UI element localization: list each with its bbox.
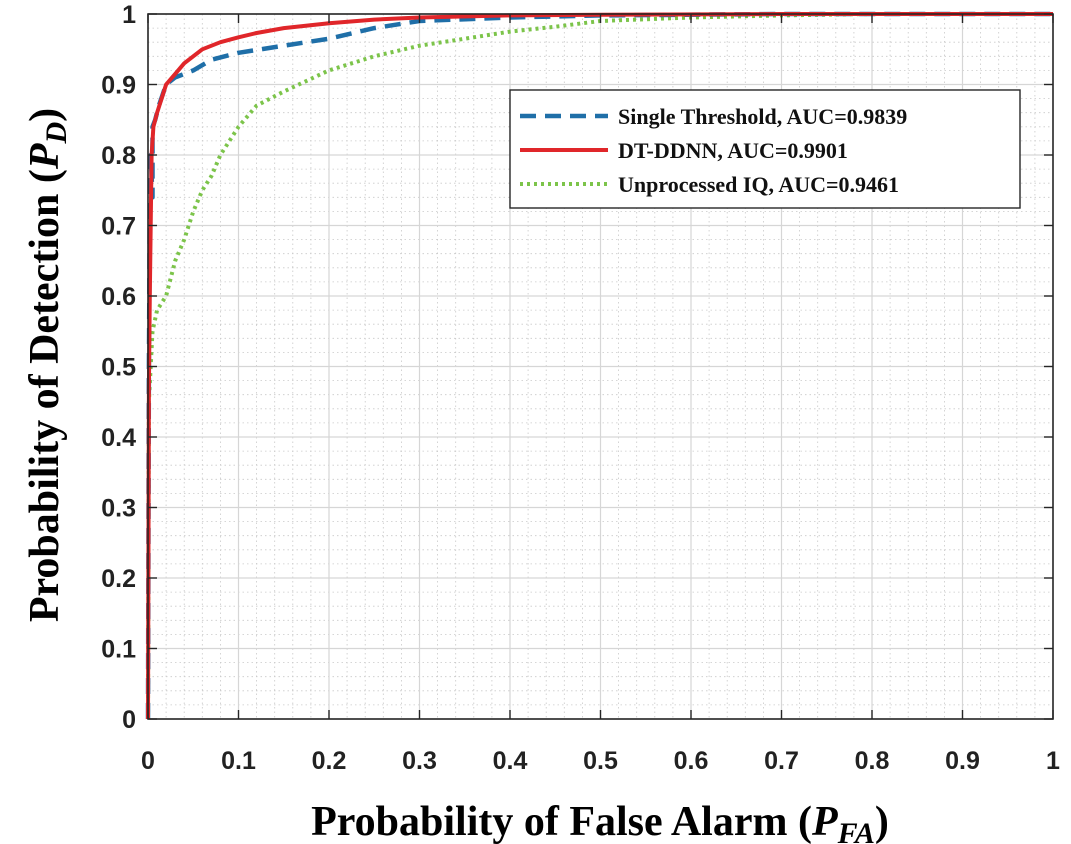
series-layer [145, 11, 1053, 720]
legend-label-1: DT-DDNN, AUC=0.9901 [618, 138, 848, 163]
y-tick-label: 0.2 [101, 565, 136, 593]
x-tick-labels: 0 0.1 0.2 0.3 0.4 0.5 0.6 0.7 0.8 0.9 1 [141, 747, 1060, 775]
y-axis-title: Probability of Detection (PD) [22, 108, 73, 622]
x-tick-label: 0.1 [221, 747, 256, 775]
x-tick-label: 0.4 [493, 747, 528, 775]
y-tick-label: 0.4 [101, 424, 136, 452]
x-tick-label: 0 [141, 747, 155, 775]
y-tick-label: 1 [122, 1, 136, 29]
legend-label-2: Unprocessed IQ, AUC=0.9461 [618, 172, 899, 197]
x-tick-label: 0.3 [402, 747, 437, 775]
x-tick-label: 0.5 [583, 747, 618, 775]
y-tick-label: 0.7 [101, 213, 136, 241]
y-tick-labels: 0 0.1 0.2 0.3 0.4 0.5 0.6 0.7 0.8 0.9 1 [101, 1, 136, 734]
x-tick-label: 0.8 [855, 747, 890, 775]
y-tick-label: 0 [122, 706, 136, 734]
y-tick-label: 0.8 [101, 142, 136, 170]
series-line-1 [146, 12, 1053, 720]
x-tick-label: 0.7 [764, 747, 799, 775]
y-tick-label: 0.1 [101, 636, 136, 664]
y-tick-label: 0.9 [101, 72, 136, 100]
axes-frame [147, 13, 1054, 720]
x-tick-label: 0.9 [945, 747, 980, 775]
legend: Single Threshold, AUC=0.9839 DT-DDNN, AUC… [509, 89, 1021, 209]
series-line-2 [146, 12, 1053, 720]
y-tick-label: 0.6 [101, 283, 136, 311]
y-tick-label: 0.5 [101, 354, 136, 382]
x-tick-label: 1 [1046, 747, 1060, 775]
legend-label-0: Single Threshold, AUC=0.9839 [618, 104, 907, 129]
x-axis-title: Probability of False Alarm (PFA) [311, 799, 889, 844]
y-tick-label: 0.3 [101, 495, 136, 523]
x-tick-label: 0.2 [312, 747, 347, 775]
x-tick-label: 0.6 [674, 747, 709, 775]
